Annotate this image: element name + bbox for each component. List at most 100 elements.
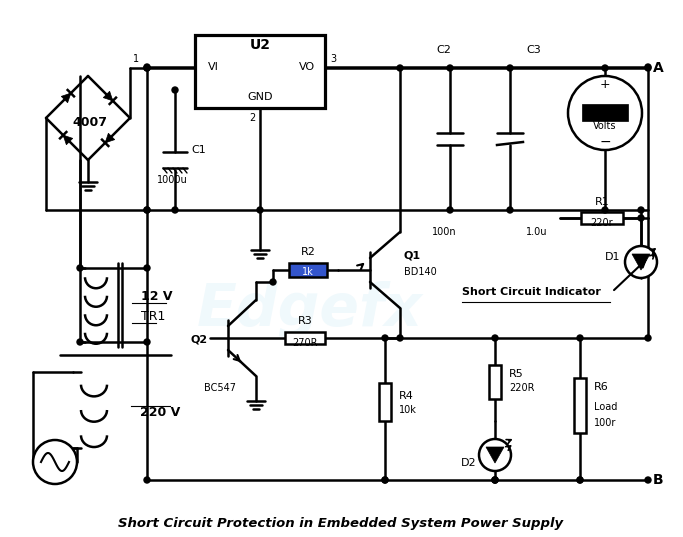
Circle shape	[492, 335, 498, 341]
Text: +: +	[600, 77, 611, 91]
Bar	[574, 378, 586, 432]
Circle shape	[144, 65, 150, 71]
Text: A: A	[653, 61, 663, 75]
Text: TR1: TR1	[141, 310, 165, 323]
Bar	[285, 332, 325, 344]
Text: R6: R6	[594, 382, 609, 392]
Text: U2: U2	[249, 38, 270, 52]
Text: Volts: Volts	[594, 121, 617, 131]
Text: R4: R4	[399, 391, 414, 401]
Bar	[289, 263, 327, 277]
Polygon shape	[486, 447, 504, 463]
Text: 100r: 100r	[594, 418, 616, 428]
Text: R1: R1	[595, 197, 609, 207]
Circle shape	[638, 207, 644, 213]
Text: 1000u: 1000u	[157, 175, 188, 185]
Circle shape	[602, 65, 608, 71]
Circle shape	[492, 477, 498, 483]
Text: 2: 2	[249, 113, 255, 123]
Bar	[379, 383, 391, 421]
Text: Short Circuit Protection in Embedded System Power Supply: Short Circuit Protection in Embedded Sys…	[118, 517, 563, 529]
Text: 220 V: 220 V	[140, 405, 180, 418]
Circle shape	[397, 335, 403, 341]
Text: 12 V: 12 V	[141, 291, 173, 303]
Circle shape	[645, 64, 651, 70]
Circle shape	[638, 215, 644, 221]
Text: 270R: 270R	[292, 338, 318, 348]
Circle shape	[270, 279, 276, 285]
Bar	[581, 212, 623, 224]
Circle shape	[602, 207, 608, 213]
Bar	[582, 104, 628, 121]
Circle shape	[645, 335, 651, 341]
Text: Q2: Q2	[191, 335, 208, 345]
Circle shape	[144, 339, 150, 345]
Text: Short Circuit Indicator: Short Circuit Indicator	[462, 287, 601, 297]
Text: C1: C1	[191, 145, 206, 155]
Circle shape	[447, 65, 453, 71]
Circle shape	[144, 207, 150, 213]
Text: Load: Load	[594, 402, 617, 412]
Circle shape	[382, 477, 388, 483]
Circle shape	[144, 207, 150, 213]
Text: 10k: 10k	[399, 405, 417, 415]
Circle shape	[645, 477, 651, 483]
Circle shape	[397, 65, 403, 71]
Polygon shape	[105, 133, 115, 143]
Circle shape	[577, 477, 583, 483]
Circle shape	[382, 335, 388, 341]
Text: VI: VI	[208, 62, 219, 72]
Circle shape	[645, 65, 651, 71]
Circle shape	[172, 207, 178, 213]
Text: 100n: 100n	[432, 227, 456, 237]
Polygon shape	[61, 93, 71, 103]
Circle shape	[507, 65, 513, 71]
Polygon shape	[103, 91, 113, 101]
Text: −: −	[599, 135, 611, 149]
Circle shape	[492, 477, 498, 483]
Circle shape	[77, 339, 83, 345]
Circle shape	[172, 87, 178, 93]
Text: D1: D1	[605, 252, 621, 262]
Polygon shape	[64, 135, 72, 145]
Text: R5: R5	[509, 369, 524, 379]
Text: 220R: 220R	[509, 383, 535, 393]
Text: BC547: BC547	[204, 383, 236, 393]
Text: D2: D2	[461, 458, 477, 468]
Text: 3: 3	[330, 54, 336, 64]
Circle shape	[568, 76, 642, 150]
Text: B: B	[653, 473, 663, 487]
Circle shape	[577, 477, 583, 483]
Text: R2: R2	[301, 247, 316, 257]
Circle shape	[77, 265, 83, 271]
Circle shape	[625, 246, 657, 278]
Text: C2: C2	[436, 45, 451, 55]
Bar	[195, 35, 325, 108]
Text: 1.0u: 1.0u	[526, 227, 548, 237]
Text: 4007: 4007	[72, 115, 107, 128]
Circle shape	[144, 477, 150, 483]
Circle shape	[507, 207, 513, 213]
Circle shape	[479, 439, 511, 471]
Text: +88.8: +88.8	[589, 107, 622, 117]
Text: BD140: BD140	[404, 267, 436, 277]
Text: GND: GND	[247, 92, 273, 102]
Circle shape	[382, 477, 388, 483]
Text: C3: C3	[526, 45, 541, 55]
Circle shape	[144, 64, 150, 70]
Circle shape	[447, 207, 453, 213]
Text: 1: 1	[133, 54, 139, 64]
Circle shape	[144, 265, 150, 271]
Text: VO: VO	[299, 62, 315, 72]
Circle shape	[492, 477, 498, 483]
Text: Edgefx: Edgefx	[197, 281, 423, 338]
Circle shape	[144, 65, 150, 71]
Circle shape	[257, 207, 263, 213]
Circle shape	[33, 440, 77, 484]
Text: Q1: Q1	[404, 251, 421, 261]
Text: 1k: 1k	[302, 267, 314, 277]
Circle shape	[577, 335, 583, 341]
Bar	[489, 365, 501, 399]
Polygon shape	[632, 254, 650, 270]
Text: 220r: 220r	[591, 218, 613, 228]
